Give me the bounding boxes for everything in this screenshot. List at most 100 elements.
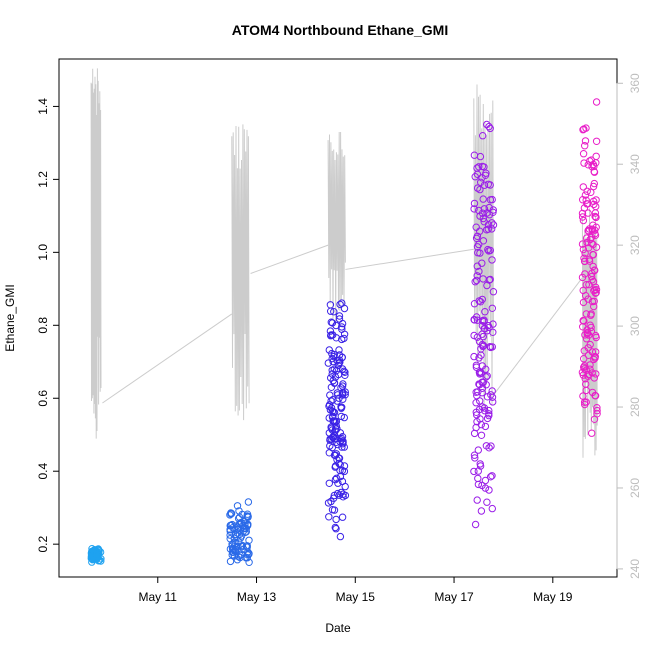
data-point <box>582 196 590 204</box>
data-point <box>474 480 483 489</box>
data-point <box>233 556 242 564</box>
data-point <box>477 507 486 515</box>
data-point <box>474 467 482 475</box>
data-point <box>479 195 487 203</box>
data-point <box>592 288 600 297</box>
data-point <box>478 162 486 171</box>
data-point <box>339 490 347 498</box>
data-point <box>474 446 482 454</box>
data-point <box>579 316 587 325</box>
data-point <box>588 369 596 377</box>
data-point <box>95 556 104 564</box>
data-point <box>479 341 488 350</box>
data-point <box>588 239 596 248</box>
data-point <box>336 300 344 309</box>
data-point <box>338 477 347 486</box>
data-point <box>245 536 253 544</box>
data-point <box>592 213 600 222</box>
data-point <box>243 554 252 562</box>
data-point <box>334 479 342 487</box>
data-point <box>326 406 335 414</box>
data-point <box>227 509 236 518</box>
data-point <box>581 375 589 383</box>
data-point <box>480 324 489 333</box>
data-point <box>339 493 347 501</box>
data-point <box>340 367 348 375</box>
data-point <box>335 491 343 499</box>
data-point <box>325 479 333 487</box>
data-point <box>481 171 490 180</box>
chart-title: ATOM4 Northbound Ethane_GMI <box>232 22 448 38</box>
y-tick-label: 1.0 <box>36 244 50 261</box>
data-point <box>336 466 344 475</box>
data-point <box>470 429 479 438</box>
data-point <box>582 310 590 318</box>
data-point <box>337 412 345 421</box>
x-tick-label: May 13 <box>237 590 277 604</box>
data-point <box>578 213 587 221</box>
data-point <box>337 403 345 411</box>
data-point <box>489 328 497 336</box>
data-point <box>484 180 492 189</box>
data-point <box>237 550 246 558</box>
data-point <box>476 212 484 220</box>
data-point <box>589 262 597 271</box>
data-point <box>592 243 601 251</box>
data-point <box>482 442 491 450</box>
data-point <box>473 272 481 280</box>
y2-tick-label: 240 <box>628 559 642 579</box>
data-point <box>338 382 347 390</box>
data-point <box>325 449 333 457</box>
data-point <box>483 120 491 129</box>
data-point <box>470 352 478 361</box>
data-point <box>580 125 588 133</box>
scatter-points <box>87 98 601 566</box>
data-point <box>240 517 248 526</box>
data-point <box>592 98 601 106</box>
line-segment <box>473 84 494 409</box>
data-point <box>327 374 335 382</box>
data-point <box>479 132 487 140</box>
data-point <box>580 347 588 355</box>
line-segment <box>90 68 102 439</box>
data-point <box>579 196 587 204</box>
data-point <box>475 163 483 171</box>
data-point <box>481 308 489 316</box>
data-point <box>338 299 346 307</box>
data-point <box>488 504 496 513</box>
data-point <box>489 206 497 214</box>
data-point <box>590 355 598 364</box>
y-axis-title: Ethane_GMI <box>3 284 17 351</box>
y2-tick-label: 260 <box>628 478 642 498</box>
data-point <box>478 403 486 411</box>
axes: May 11 May 13 May 15 May 17 May 19 0.2 0.4 0.6 0… <box>36 73 642 604</box>
data-point <box>481 422 490 431</box>
data-point <box>485 410 493 418</box>
data-point <box>329 432 337 441</box>
data-point <box>487 442 495 450</box>
data-point <box>588 272 596 281</box>
data-point <box>587 311 595 319</box>
data-point <box>329 412 337 421</box>
data-point <box>590 266 599 274</box>
data-point <box>473 392 481 400</box>
data-point <box>332 422 340 430</box>
data-point <box>483 372 491 380</box>
y-tick-label: 0.8 <box>36 317 50 334</box>
data-point <box>487 391 495 399</box>
data-point <box>579 183 587 191</box>
data-point <box>330 379 339 387</box>
data-point <box>581 331 589 339</box>
data-point <box>480 181 489 189</box>
data-point <box>578 240 587 248</box>
data-point <box>580 204 589 212</box>
data-point <box>241 528 249 537</box>
data-point <box>488 343 496 351</box>
data-point <box>472 234 481 243</box>
x-tick-label: May 17 <box>434 590 474 604</box>
data-point <box>489 288 498 296</box>
data-point <box>591 289 600 297</box>
y2-tick-label: 340 <box>628 154 642 174</box>
data-point <box>87 549 96 557</box>
data-point <box>233 502 242 510</box>
